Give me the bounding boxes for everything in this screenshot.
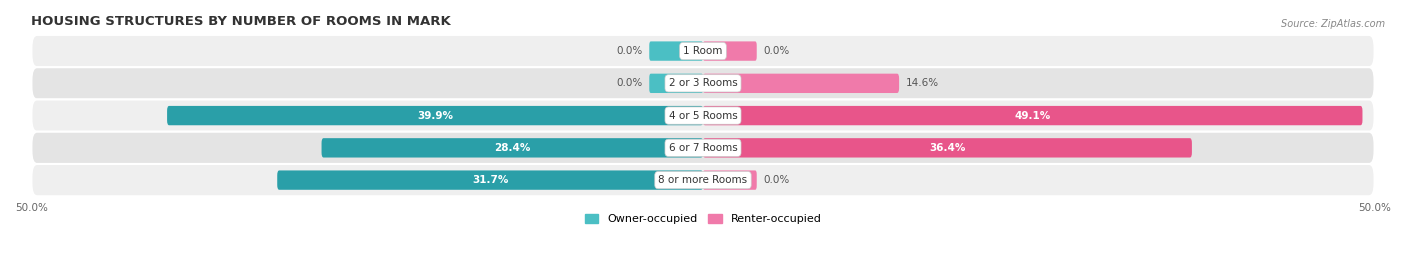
- Text: 28.4%: 28.4%: [494, 143, 530, 153]
- Text: 0.0%: 0.0%: [616, 78, 643, 88]
- FancyBboxPatch shape: [703, 171, 756, 190]
- Text: 6 or 7 Rooms: 6 or 7 Rooms: [669, 143, 737, 153]
- Text: 2 or 3 Rooms: 2 or 3 Rooms: [669, 78, 737, 88]
- Text: 0.0%: 0.0%: [763, 175, 790, 185]
- Text: 8 or more Rooms: 8 or more Rooms: [658, 175, 748, 185]
- Text: HOUSING STRUCTURES BY NUMBER OF ROOMS IN MARK: HOUSING STRUCTURES BY NUMBER OF ROOMS IN…: [31, 15, 451, 28]
- Text: 49.1%: 49.1%: [1015, 111, 1050, 121]
- FancyBboxPatch shape: [31, 67, 1375, 100]
- Legend: Owner-occupied, Renter-occupied: Owner-occupied, Renter-occupied: [581, 209, 825, 228]
- FancyBboxPatch shape: [650, 41, 703, 61]
- FancyBboxPatch shape: [31, 164, 1375, 196]
- FancyBboxPatch shape: [703, 138, 1192, 158]
- FancyBboxPatch shape: [31, 35, 1375, 67]
- FancyBboxPatch shape: [650, 74, 703, 93]
- Text: 36.4%: 36.4%: [929, 143, 966, 153]
- FancyBboxPatch shape: [277, 171, 703, 190]
- FancyBboxPatch shape: [703, 74, 898, 93]
- Text: 1 Room: 1 Room: [683, 46, 723, 56]
- Text: 14.6%: 14.6%: [905, 78, 939, 88]
- FancyBboxPatch shape: [31, 132, 1375, 164]
- FancyBboxPatch shape: [703, 106, 1362, 125]
- FancyBboxPatch shape: [703, 41, 756, 61]
- Text: Source: ZipAtlas.com: Source: ZipAtlas.com: [1281, 19, 1385, 29]
- Text: 0.0%: 0.0%: [616, 46, 643, 56]
- Text: 31.7%: 31.7%: [472, 175, 509, 185]
- FancyBboxPatch shape: [167, 106, 703, 125]
- FancyBboxPatch shape: [322, 138, 703, 158]
- Text: 39.9%: 39.9%: [418, 111, 453, 121]
- Text: 0.0%: 0.0%: [763, 46, 790, 56]
- Text: 4 or 5 Rooms: 4 or 5 Rooms: [669, 111, 737, 121]
- FancyBboxPatch shape: [31, 100, 1375, 132]
